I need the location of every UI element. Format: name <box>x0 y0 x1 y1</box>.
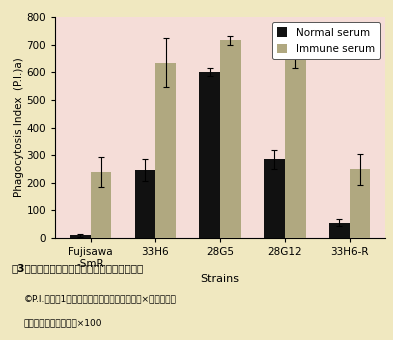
Bar <box>70 235 91 238</box>
Text: 図3：マウス好中球による変異株の貪食能試験: 図3：マウス好中球による変異株の貪食能試験 <box>12 264 144 273</box>
Bar <box>91 172 111 238</box>
Bar <box>135 170 155 238</box>
Y-axis label: Phagocytosis Index  (P.I.)a): Phagocytosis Index (P.I.)a) <box>14 57 24 198</box>
Bar <box>285 50 305 238</box>
Bar <box>349 170 370 238</box>
Bar <box>199 72 220 238</box>
Bar <box>264 159 285 238</box>
Legend: Normal serum, Immune serum: Normal serum, Immune serum <box>272 22 380 60</box>
Bar <box>329 223 349 238</box>
Text: ©P.I.＝菌を1個以上貪食している細胞の割合×細胞１個に: ©P.I.＝菌を1個以上貪食している細胞の割合×細胞１個に <box>24 294 176 303</box>
Bar <box>220 40 241 238</box>
Bar <box>155 63 176 238</box>
X-axis label: Strains: Strains <box>200 274 240 284</box>
Text: 貪食された平均細菌数×100: 貪食された平均細菌数×100 <box>24 318 102 327</box>
